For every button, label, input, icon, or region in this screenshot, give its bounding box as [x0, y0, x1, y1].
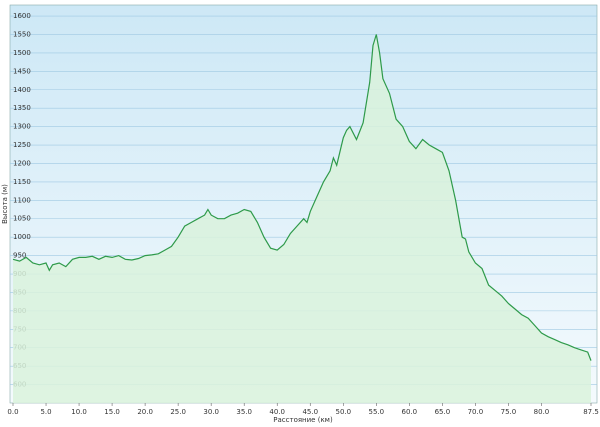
- x-tick-label: 30.0: [203, 408, 219, 416]
- x-tick-label: 5.0: [40, 408, 51, 416]
- y-tick-label: 1100: [13, 196, 31, 204]
- y-tick-label: 1050: [13, 215, 31, 223]
- x-tick-label: 55.0: [369, 408, 385, 416]
- y-tick-label: 1400: [13, 86, 31, 94]
- x-tick-label: 35.0: [236, 408, 252, 416]
- x-axis-label: Расстояние (км): [273, 416, 333, 424]
- y-tick-label: 950: [13, 252, 26, 260]
- elevation-line: [12, 34, 592, 361]
- y-tick-label: 1450: [13, 67, 31, 75]
- x-tick-label: 75.0: [501, 408, 517, 416]
- x-tick-label: 10.0: [71, 408, 87, 416]
- x-tick-label: 50.0: [335, 408, 351, 416]
- x-tick-label: 70.0: [468, 408, 484, 416]
- y-tick-label: 1250: [13, 141, 31, 149]
- x-tick-label: 20.0: [137, 408, 153, 416]
- x-tick-label: 60.0: [402, 408, 418, 416]
- y-tick-label: 1300: [13, 123, 31, 131]
- x-tick-label: 0.0: [7, 408, 18, 416]
- x-tick-label: 80.0: [534, 408, 550, 416]
- area-fill: [13, 34, 591, 403]
- x-tick-label: 40.0: [269, 408, 285, 416]
- x-tick-label: 45.0: [302, 408, 318, 416]
- y-axis-label: Высота (м): [1, 184, 9, 224]
- x-tick-label: 25.0: [170, 408, 186, 416]
- x-tick-label: 15.0: [104, 408, 120, 416]
- y-tick-label: 1550: [13, 30, 31, 38]
- y-tick-label: 1200: [13, 159, 31, 167]
- x-tick-label: 87.5: [583, 408, 599, 416]
- y-tick-label: 1500: [13, 49, 31, 57]
- x-tick-label: 65.0: [435, 408, 451, 416]
- y-tick-label: 1150: [13, 178, 31, 186]
- y-tick-label: 1000: [13, 233, 31, 241]
- y-tick-label: 1600: [13, 12, 31, 20]
- y-tick-label: 1350: [13, 104, 31, 112]
